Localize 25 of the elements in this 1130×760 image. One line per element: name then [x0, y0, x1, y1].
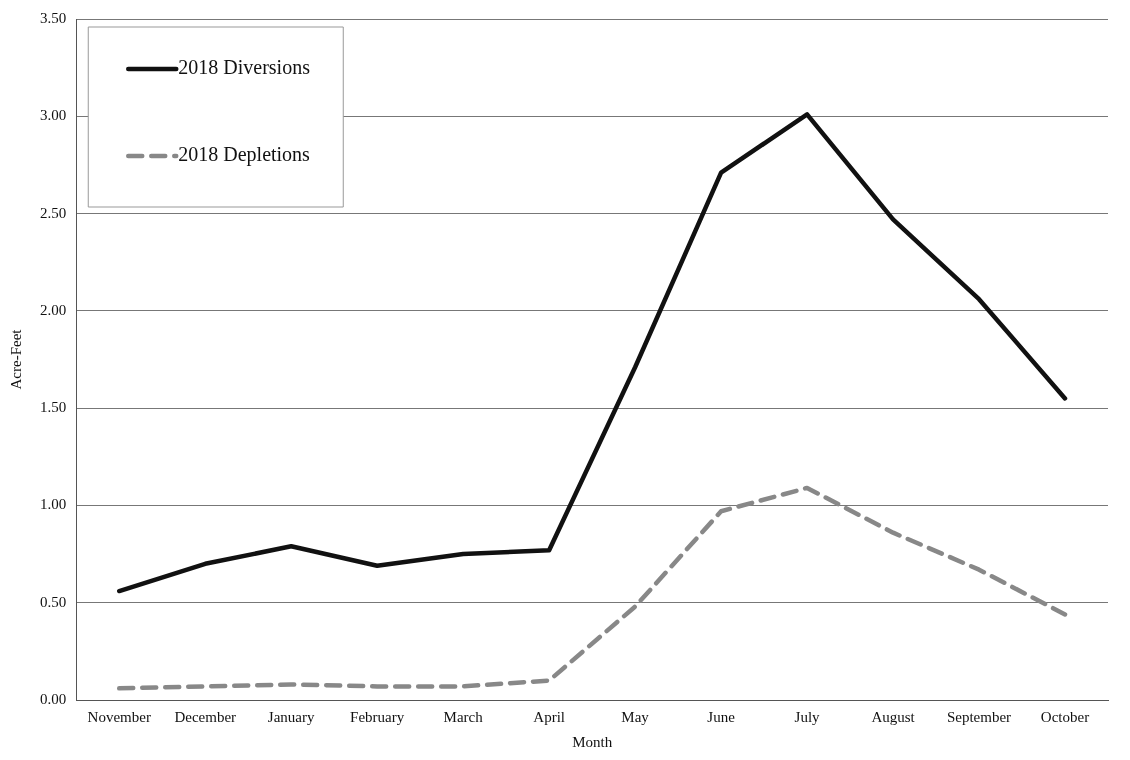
y-tick-label: 1.50	[40, 399, 67, 416]
y-tick-label: 0.50	[40, 593, 67, 610]
x-tick-label: November	[87, 708, 151, 725]
x-tick-label: December	[174, 708, 237, 725]
x-tick-label: May	[621, 708, 650, 725]
line-series	[116, 485, 1068, 691]
x-tick-label: July	[794, 708, 821, 725]
x-tick-label: March	[443, 708, 484, 725]
x-tick-label: September	[946, 708, 1012, 725]
x-axis-title: Month	[572, 733, 613, 750]
x-tick-label: January	[267, 708, 316, 725]
y-tick-label: 3.50	[40, 9, 67, 26]
y-tick-label: 3.00	[40, 107, 67, 124]
y-tick-label: 2.50	[40, 204, 67, 221]
y-tick-label: 0.00	[40, 690, 67, 707]
y-axis-title: Acre-Feet	[7, 328, 24, 390]
y-tick-label: 2.00	[40, 301, 67, 318]
x-tick-label: April	[533, 708, 565, 725]
legend-label: 2018 Depletions	[178, 143, 311, 167]
legend-label: 2018 Diversions	[178, 56, 311, 79]
y-tick-label: 1.00	[40, 496, 67, 513]
x-tick-label: August	[871, 708, 916, 725]
x-tick-label: February	[350, 708, 405, 725]
x-tick-label: June	[707, 708, 736, 725]
x-tick-label: October	[1040, 708, 1090, 725]
